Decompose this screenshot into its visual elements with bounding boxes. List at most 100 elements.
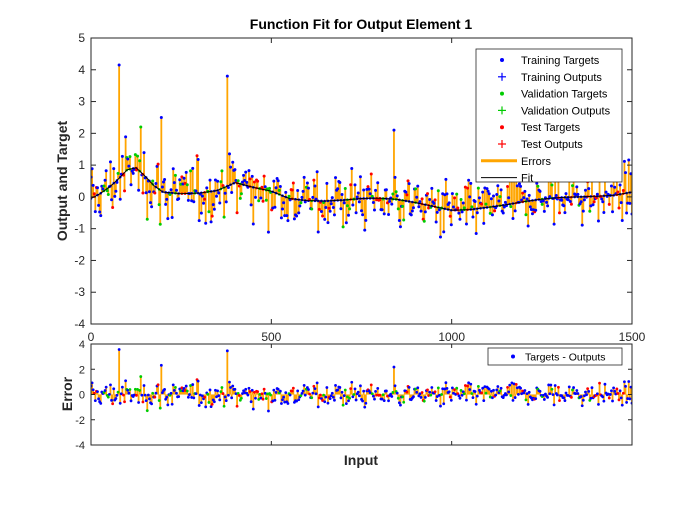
error-point [487,387,491,391]
error-point [215,395,218,399]
target-point [166,217,170,221]
target-point [397,219,401,223]
target-point [310,207,314,211]
error-point [498,389,502,393]
error-point [488,395,492,399]
error-point [588,398,592,402]
error-point [616,392,620,395]
error-point [606,392,610,396]
target-point [628,201,632,205]
target-point [611,210,615,214]
error-point [104,385,108,389]
target-point [482,221,486,225]
target-point [282,201,286,205]
error-point [317,396,321,400]
error-point [474,402,478,406]
target-point [356,191,360,195]
target-point [448,214,452,218]
error-point [135,393,138,397]
error-point [395,391,399,395]
target-point [384,188,388,192]
target-point [211,203,215,207]
bottom-ticks: -4 -2 0 2 4 [75,339,633,452]
error-point [563,399,567,402]
target-point [150,205,154,209]
target-point [576,192,580,196]
error-point [434,399,438,402]
error-point [440,393,443,396]
error-point [430,386,434,389]
target-point [406,179,410,183]
target-point [582,198,586,202]
target-point [617,206,621,210]
error-point [301,389,305,393]
error-point [103,389,107,392]
target-point [248,177,252,181]
target-point [486,189,490,193]
target-point [362,188,366,192]
error-point [471,396,475,399]
target-point [587,187,591,191]
target-point [154,182,158,186]
error-point [412,395,415,399]
target-point [147,190,151,194]
target-point [357,200,361,204]
error-point [449,398,453,402]
top-y-tick-label: 1 [78,158,85,172]
target-point [210,214,214,218]
target-point [110,198,114,202]
error-point [171,383,175,387]
target-point [253,195,257,199]
error-point [324,395,328,399]
target-point [229,165,233,169]
error-point [325,386,329,389]
error-point [282,395,285,399]
target-point [151,179,155,183]
target-point [200,194,204,198]
target-point [497,199,501,203]
error-point [216,389,219,393]
target-point [526,224,530,228]
error-point [111,402,115,406]
target-point [414,187,418,191]
error-point [262,387,266,391]
target-point [332,213,336,217]
error-point [141,400,145,404]
error-point [339,396,343,400]
target-point [301,189,305,193]
error-point [116,390,120,394]
target-point [376,181,380,185]
error-point [197,404,201,407]
error-point [348,396,351,400]
legend-dot-marker [500,125,504,130]
error-point [208,388,212,392]
legend-label: Test Targets [521,122,581,134]
target-point [550,183,554,187]
error-point [603,382,607,386]
error-point [362,389,366,393]
target-point [493,209,497,213]
bottom-y-tick-label: 0 [79,390,85,402]
error-point [369,383,373,387]
error-point [359,384,362,388]
error-point [267,409,270,413]
target-point [583,188,587,192]
target-point [506,185,510,189]
target-point [525,197,529,201]
error-point [368,391,372,395]
target-point [447,201,451,205]
legend-dot-marker [511,354,515,359]
target-point [417,205,421,209]
target-point [112,167,116,171]
target-point [276,179,280,183]
error-point [241,392,244,395]
error-point [384,389,388,393]
error-point [575,389,579,392]
target-point [197,219,201,223]
error-point [382,399,386,403]
error-point [608,393,612,396]
error-point [330,391,334,395]
target-point [102,184,106,188]
target-point [475,211,479,215]
error-point [189,384,192,387]
